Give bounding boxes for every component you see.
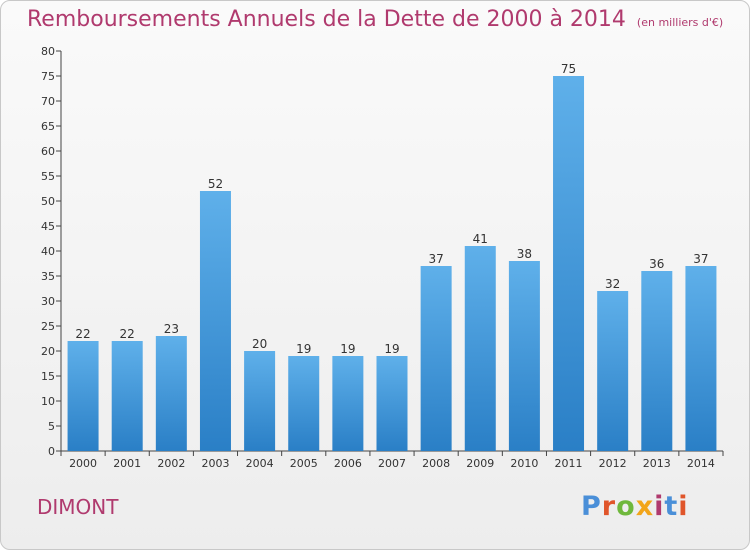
y-tick-label: 0: [48, 445, 55, 458]
logo-letter: x: [635, 491, 655, 522]
bar: [332, 356, 364, 451]
y-tick-label: 10: [41, 395, 55, 408]
bar: [553, 76, 585, 451]
bar: [288, 356, 320, 451]
x-tick-label: 2004: [246, 457, 274, 470]
x-tick-label: 2007: [378, 457, 406, 470]
logo-letter: t: [664, 491, 679, 522]
bar: [111, 341, 143, 451]
data-label: 23: [164, 322, 179, 336]
x-tick-label: 2003: [201, 457, 229, 470]
bar: [199, 191, 231, 451]
bar: [508, 261, 540, 451]
bar: [155, 336, 187, 451]
bar: [597, 291, 629, 451]
x-tick-label: 2008: [422, 457, 450, 470]
data-label: 22: [75, 327, 90, 341]
data-label: 36: [649, 257, 664, 271]
x-tick-label: 2013: [643, 457, 671, 470]
data-label: 41: [473, 232, 488, 246]
x-tick-label: 2002: [157, 457, 185, 470]
x-tick-label: 2006: [334, 457, 362, 470]
commune-name: DIMONT: [37, 495, 119, 519]
y-tick-label: 70: [41, 95, 55, 108]
proxiti-logo[interactable]: Proxiti: [581, 491, 689, 522]
y-tick-label: 20: [41, 345, 55, 358]
logo-letter: i: [678, 491, 689, 522]
logo-letter: i: [654, 491, 665, 522]
data-label: 32: [605, 277, 620, 291]
data-label: 19: [296, 342, 311, 356]
data-label: 38: [517, 247, 532, 261]
y-tick-label: 80: [41, 45, 55, 58]
x-tick-label: 2012: [599, 457, 627, 470]
data-label: 37: [428, 252, 443, 266]
chart-title-text: Remboursements Annuels de la Dette de 20…: [27, 7, 626, 32]
y-tick-label: 45: [41, 220, 55, 233]
y-tick-label: 75: [41, 70, 55, 83]
y-tick-label: 55: [41, 170, 55, 183]
y-tick-label: 60: [41, 145, 55, 158]
y-tick-label: 5: [48, 420, 55, 433]
data-label: 37: [693, 252, 708, 266]
labels: 0 5 10 15 20 25 30 35 40 45 50 55 60 65 70 75 80 22 2000 22…: [41, 45, 715, 470]
y-tick-label: 15: [41, 370, 55, 383]
logo-letter: r: [601, 491, 617, 522]
bar: [376, 356, 408, 451]
x-tick-label: 2009: [466, 457, 494, 470]
data-label: 19: [340, 342, 355, 356]
chart-subtitle: (en milliers d'€): [636, 16, 724, 29]
bar: [244, 351, 276, 451]
bar: [641, 271, 673, 451]
bar: [67, 341, 99, 451]
data-label: 52: [208, 177, 223, 191]
data-label: 22: [120, 327, 135, 341]
chart-title: Remboursements Annuels de la Dette de 20…: [27, 7, 723, 32]
y-tick-label: 65: [41, 120, 55, 133]
logo-letter: P: [581, 491, 602, 522]
bar: [464, 246, 496, 451]
data-label: 19: [384, 342, 399, 356]
y-tick-label: 50: [41, 195, 55, 208]
data-label: 20: [252, 337, 267, 351]
y-tick-label: 40: [41, 245, 55, 258]
x-tick-label: 2014: [687, 457, 715, 470]
x-tick-label: 2010: [510, 457, 538, 470]
x-tick-label: 2005: [290, 457, 318, 470]
y-tick-label: 35: [41, 270, 55, 283]
x-tick-label: 2011: [555, 457, 583, 470]
bar: [685, 266, 717, 451]
bars: [67, 76, 717, 451]
x-tick-label: 2000: [69, 457, 97, 470]
y-tick-label: 30: [41, 295, 55, 308]
bar: [420, 266, 452, 451]
logo-letter: o: [616, 491, 636, 522]
data-label: 75: [561, 62, 576, 76]
x-tick-label: 2001: [113, 457, 141, 470]
y-tick-label: 25: [41, 320, 55, 333]
